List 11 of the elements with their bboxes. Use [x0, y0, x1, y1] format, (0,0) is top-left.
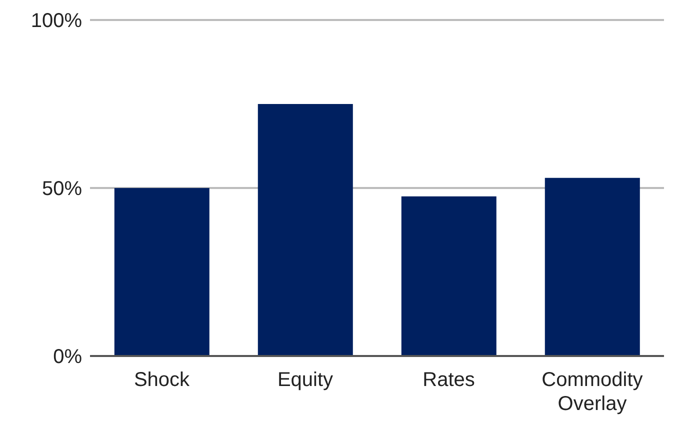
- bar: [258, 104, 353, 356]
- bar: [401, 196, 496, 356]
- x-tick-label: Equity: [277, 369, 334, 391]
- y-tick-label: 100%: [30, 10, 82, 32]
- bar: [544, 178, 640, 356]
- bar: [114, 188, 210, 356]
- x-tick-label: Rates: [422, 369, 475, 391]
- y-tick-label: 50%: [42, 178, 82, 200]
- y-tick-label: 0%: [53, 346, 82, 368]
- x-tick-label: Commodity Overlay: [542, 369, 643, 415]
- x-tick-label: Shock: [134, 369, 191, 391]
